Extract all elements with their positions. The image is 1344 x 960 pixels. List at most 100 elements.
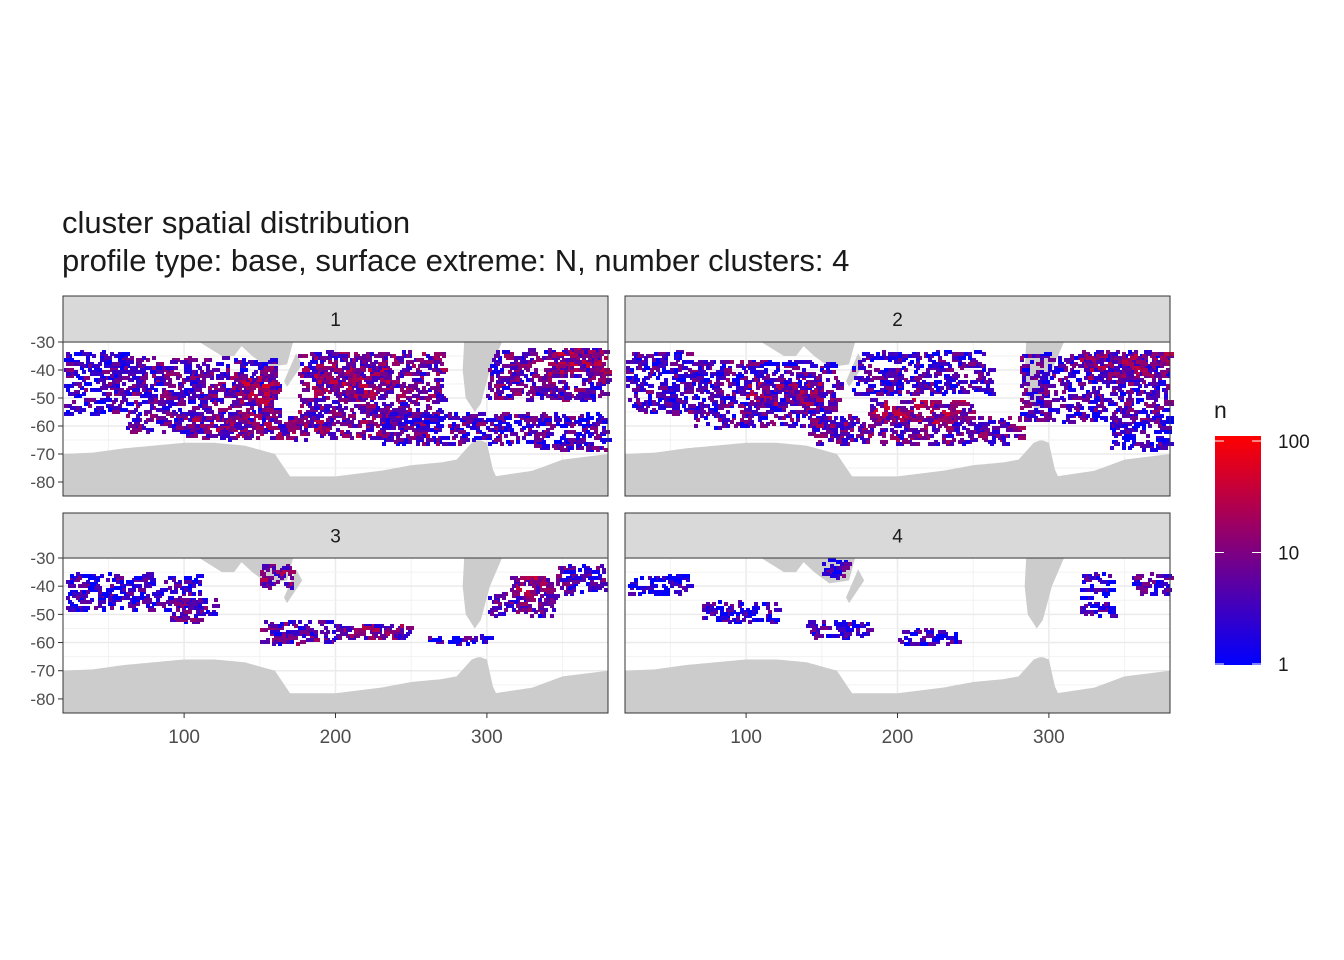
heat-cell: [366, 352, 370, 356]
heat-cell: [586, 364, 590, 368]
heat-cell: [412, 400, 416, 404]
heat-cell: [1042, 380, 1050, 384]
heat-cell: [300, 362, 304, 366]
heat-cell: [922, 372, 926, 376]
heat-cell: [392, 362, 400, 366]
heat-cell: [686, 374, 694, 378]
heat-cell: [436, 378, 440, 382]
heat-cell: [130, 370, 138, 374]
heat-cell: [196, 430, 204, 434]
heat-cell: [638, 362, 642, 366]
heat-cell: [250, 412, 254, 416]
heat-cell: [958, 390, 962, 394]
heat-cell: [496, 390, 504, 394]
heat-cell: [722, 424, 726, 428]
heat-cell: [304, 438, 308, 442]
heat-cell: [836, 386, 840, 390]
heat-cell: [796, 414, 800, 418]
heat-cell: [496, 362, 500, 366]
heat-cell: [918, 382, 922, 386]
heat-cell: [1164, 402, 1172, 406]
heat-cell: [1040, 370, 1044, 374]
heat-cell: [954, 428, 958, 432]
heat-cell: [720, 382, 724, 386]
heat-cell: [862, 358, 866, 362]
heat-cell: [352, 390, 356, 394]
heat-cell: [1052, 418, 1056, 422]
heat-cell: [98, 362, 102, 366]
heat-cell: [130, 410, 134, 414]
heat-cell: [358, 424, 362, 428]
heat-cell: [116, 380, 120, 384]
heat-cell: [856, 382, 860, 386]
heat-cell: [652, 408, 656, 412]
heat-cell: [746, 394, 750, 398]
heat-cell: [564, 430, 568, 434]
heat-cell: [494, 414, 498, 418]
heat-cell: [1006, 442, 1010, 446]
heat-cell: [1158, 406, 1162, 410]
heat-cell: [810, 432, 814, 436]
heat-cell: [800, 386, 808, 390]
heat-cell: [370, 366, 378, 370]
heat-cell: [820, 392, 828, 396]
heat-cell: [666, 402, 674, 406]
heat-cell: [166, 366, 174, 370]
heat-cell: [192, 406, 200, 410]
heat-cell: [286, 434, 290, 438]
heat-cell: [910, 406, 914, 410]
heat-cell: [892, 374, 896, 378]
heat-cell: [334, 368, 342, 372]
heat-cell: [588, 394, 596, 398]
heat-cell: [1134, 410, 1138, 414]
heat-cell: [648, 394, 652, 398]
heat-cell: [828, 406, 836, 410]
heat-cell: [338, 404, 342, 408]
heat-cell: [130, 430, 138, 434]
heat-cell: [216, 368, 220, 372]
heat-cell: [170, 370, 174, 374]
heat-cell: [786, 398, 790, 402]
heat-cell: [1026, 372, 1030, 376]
heat-cell: [960, 438, 964, 442]
heat-cell: [1104, 380, 1108, 384]
heat-cell: [474, 436, 482, 440]
heat-cell: [316, 392, 324, 396]
heat-cell: [752, 424, 756, 428]
heat-cell: [644, 360, 648, 364]
heat-cell: [410, 384, 418, 388]
heat-cell: [490, 422, 494, 426]
heat-cell: [414, 418, 422, 422]
heat-cell: [252, 422, 260, 426]
heat-cell: [178, 402, 186, 406]
heat-cell: [216, 428, 220, 432]
heat-cell: [658, 398, 662, 402]
heat-cell: [576, 444, 580, 448]
heat-cell: [922, 380, 926, 384]
heat-cell: [768, 360, 772, 364]
heat-cell: [416, 408, 420, 412]
heat-cell: [782, 402, 786, 406]
heat-cell: [840, 442, 848, 446]
heat-cell: [314, 398, 322, 402]
heat-cell: [306, 420, 310, 424]
heat-cell: [526, 398, 534, 402]
heat-cell: [1096, 396, 1100, 400]
heat-cell: [978, 362, 982, 366]
heat-cell: [244, 436, 252, 440]
heat-cell: [414, 378, 422, 382]
heat-cell: [1128, 396, 1132, 400]
heat-cell: [394, 432, 402, 436]
heat-cell: [222, 434, 230, 438]
heat-cell: [66, 388, 70, 392]
land-antarctica: [625, 440, 1170, 496]
heat-cell: [920, 388, 924, 392]
heat-cell: [420, 364, 428, 368]
heat-cell: [1068, 408, 1072, 412]
heat-cell: [560, 446, 564, 450]
heat-cell: [684, 400, 688, 404]
heat-cell: [534, 368, 538, 372]
heat-cell: [1006, 428, 1014, 432]
heat-cell: [400, 374, 404, 378]
heat-cell: [988, 368, 996, 372]
